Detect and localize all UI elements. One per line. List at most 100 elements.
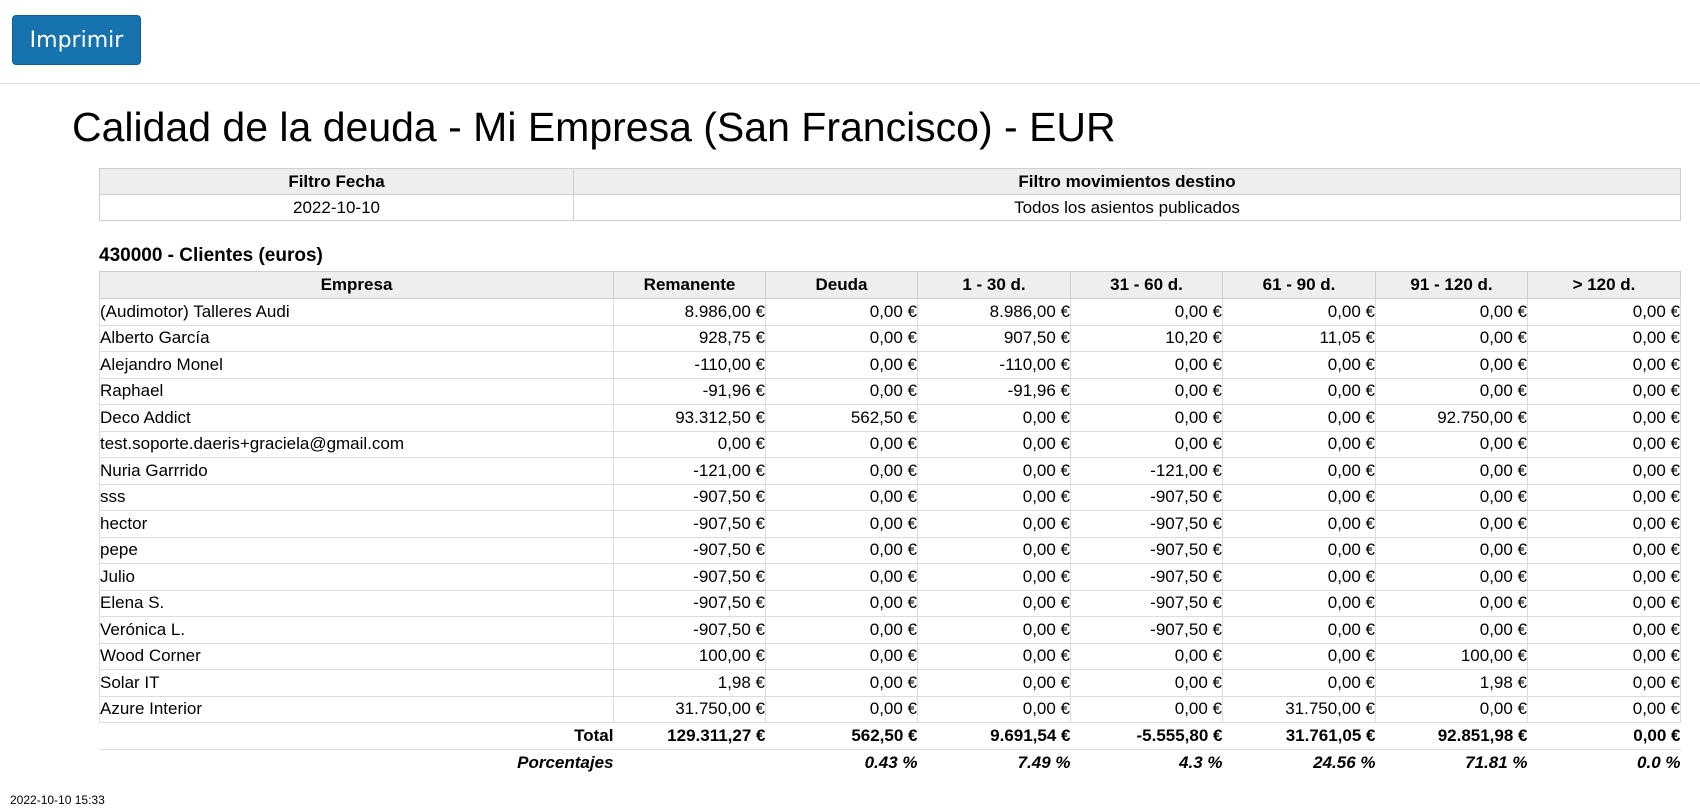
cell-debt: 0,00 € — [765, 431, 918, 458]
total-row: Total 129.311,27 €562,50 €9.691,54 € -5.55… — [99, 722, 1681, 750]
total-cell-d1-30: 9.691,54 € — [917, 722, 1071, 750]
table-row: Alberto García 928,75 €0,00 €907,50 €10,2… — [99, 325, 1681, 352]
cell-remaining: -907,50 € — [613, 590, 766, 617]
cell-remaining: -907,50 € — [613, 484, 766, 511]
cell-d91-120: 0,00 € — [1375, 510, 1528, 538]
column-header-d61-90: 61 - 90 d. — [1222, 271, 1376, 299]
cell-company: sss — [99, 484, 614, 511]
cell-d31-60: 0,00 € — [1070, 669, 1223, 697]
cell-company: (Audimotor) Talleres Audi — [99, 298, 614, 326]
table-row: Wood Corner 100,00 €0,00 €0,00 €0,00 €0,0… — [99, 643, 1681, 670]
total-cell-d120-plus: 0,00 € — [1527, 722, 1681, 750]
percentages-cell-d91-120: 71.81 % — [1465, 752, 1528, 772]
cell-d120-plus: 0,00 € — [1527, 537, 1681, 564]
column-header-d120-plus: > 120 d. — [1527, 271, 1681, 299]
cell-company: Wood Corner — [99, 643, 614, 670]
cell-debt: 0,00 € — [765, 325, 918, 352]
cell-d120-plus: 0,00 € — [1527, 298, 1681, 326]
cell-d31-60: -907,50 € — [1070, 484, 1223, 511]
cell-d1-30: 0,00 € — [917, 431, 1071, 458]
cell-d31-60: -907,50 € — [1070, 537, 1223, 564]
column-header-d1-30: 1 - 30 d. — [917, 271, 1071, 299]
cell-d120-plus: 0,00 € — [1527, 457, 1681, 485]
cell-remaining: 100,00 € — [613, 643, 766, 670]
total-cell-debt: 562,50 € — [765, 722, 918, 750]
cell-d120-plus: 0,00 € — [1527, 378, 1681, 405]
page-title: Calidad de la deuda - Mi Empresa (San Fr… — [72, 104, 1116, 150]
cell-company: Azure Interior — [99, 696, 614, 723]
cell-debt: 0,00 € — [765, 484, 918, 511]
cell-d91-120: 0,00 € — [1375, 590, 1528, 617]
cell-d31-60: -907,50 € — [1070, 616, 1223, 644]
cell-d1-30: 0,00 € — [917, 484, 1071, 511]
cell-d120-plus: 0,00 € — [1527, 696, 1681, 723]
percentages-cell-d31-60: 4.3 % — [1179, 752, 1223, 772]
cell-debt: 0,00 € — [765, 643, 918, 670]
cell-d1-30: 0,00 € — [917, 537, 1071, 564]
percentages-cell-company: Porcentajes — [517, 752, 614, 772]
cell-d1-30: 0,00 € — [917, 616, 1071, 644]
table-row: Alejandro Monel -110,00 €0,00 € -110,00 €0… — [99, 351, 1681, 379]
cell-d61-90: 0,00 € — [1222, 298, 1376, 326]
cell-company: Elena S. — [99, 590, 614, 617]
percentages-row: Porcentajes 0.43 % 7.49 % 4.3 % 24.56 % 71.81… — [100, 749, 1680, 776]
cell-d120-plus: 0,00 € — [1527, 590, 1681, 617]
percentages-cell-d61-90: 24.56 % — [1313, 752, 1376, 772]
cell-d91-120: 1,98 € — [1375, 669, 1528, 697]
cell-d61-90: 0,00 € — [1222, 590, 1376, 617]
cell-debt: 0,00 € — [765, 590, 918, 617]
cell-d61-90: 0,00 € — [1222, 510, 1376, 538]
column-header-remaining: Remanente — [613, 271, 766, 299]
cell-company: Alejandro Monel — [99, 351, 614, 379]
cell-d91-120: 0,00 € — [1375, 696, 1528, 723]
cell-remaining: 928,75 € — [613, 325, 766, 352]
filter-moves-value: Todos los asientos publicados — [573, 194, 1681, 221]
cell-debt: 0,00 € — [765, 457, 918, 485]
table-row: Julio -907,50 €0,00 €0,00 € -907,50 €0,00 … — [99, 563, 1681, 591]
cell-d1-30: -91,96 € — [917, 378, 1071, 405]
cell-d61-90: 0,00 € — [1222, 616, 1376, 644]
cell-remaining: -907,50 € — [613, 563, 766, 591]
table-row: test.soporte.daeris+graciela@gmail.com 0,… — [99, 431, 1681, 458]
column-header-d91-120: 91 - 120 d. — [1375, 271, 1528, 299]
cell-d31-60: -121,00 € — [1070, 457, 1223, 485]
percentages-cell-remaining — [614, 749, 766, 776]
cell-company: Solar IT — [99, 669, 614, 697]
cell-d31-60: -907,50 € — [1070, 563, 1223, 591]
cell-d61-90: 31.750,00 € — [1222, 696, 1376, 723]
cell-remaining: -121,00 € — [613, 457, 766, 485]
table-row: (Audimotor) Talleres Audi 8.986,00 €0,00 … — [99, 298, 1681, 326]
cell-d31-60: 10,20 € — [1070, 325, 1223, 352]
cell-remaining: 93.312,50 € — [613, 404, 766, 432]
cell-d61-90: 0,00 € — [1222, 669, 1376, 697]
cell-d120-plus: 0,00 € — [1527, 484, 1681, 511]
cell-company: hector — [99, 510, 614, 538]
cell-debt: 0,00 € — [765, 696, 918, 723]
cell-remaining: -907,50 € — [613, 510, 766, 538]
cell-d1-30: 907,50 € — [917, 325, 1071, 352]
cell-d120-plus: 0,00 € — [1527, 431, 1681, 458]
cell-d61-90: 0,00 € — [1222, 484, 1376, 511]
cell-d120-plus: 0,00 € — [1527, 351, 1681, 379]
cell-d1-30: 8.986,00 € — [917, 298, 1071, 326]
cell-debt: 0,00 € — [765, 298, 918, 326]
cell-remaining: -91,96 € — [613, 378, 766, 405]
cell-d91-120: 0,00 € — [1375, 616, 1528, 644]
cell-debt: 0,00 € — [765, 510, 918, 538]
cell-debt: 0,00 € — [765, 378, 918, 405]
cell-d61-90: 0,00 € — [1222, 431, 1376, 458]
cell-d91-120: 0,00 € — [1375, 351, 1528, 379]
cell-d120-plus: 0,00 € — [1527, 325, 1681, 352]
cell-remaining: 0,00 € — [613, 431, 766, 458]
cell-d61-90: 0,00 € — [1222, 351, 1376, 379]
table-body: (Audimotor) Talleres Audi 8.986,00 €0,00 … — [99, 298, 1681, 723]
print-timestamp: 2022-10-10 15:33 — [10, 793, 105, 807]
print-button[interactable]: Imprimir — [12, 15, 141, 65]
percentages-cell-debt: 0.43 % — [864, 752, 918, 772]
table-row: Elena S. -907,50 €0,00 €0,00 € -907,50 €0,… — [99, 590, 1681, 617]
cell-d91-120: 0,00 € — [1375, 457, 1528, 485]
cell-d31-60: -907,50 € — [1070, 510, 1223, 538]
cell-d120-plus: 0,00 € — [1527, 643, 1681, 670]
cell-d31-60: 0,00 € — [1070, 431, 1223, 458]
cell-debt: 562,50 € — [765, 404, 918, 432]
